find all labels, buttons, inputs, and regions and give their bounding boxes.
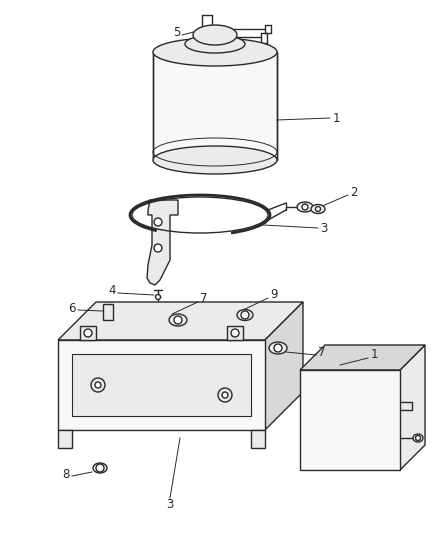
- Polygon shape: [103, 304, 113, 320]
- Circle shape: [274, 344, 282, 352]
- Circle shape: [155, 295, 160, 300]
- Text: 7: 7: [318, 346, 326, 359]
- Text: 6: 6: [68, 302, 76, 314]
- Circle shape: [241, 311, 249, 319]
- Circle shape: [154, 244, 162, 252]
- Circle shape: [218, 388, 232, 402]
- Ellipse shape: [153, 38, 277, 66]
- Circle shape: [231, 329, 239, 337]
- Text: 9: 9: [270, 288, 278, 302]
- Polygon shape: [300, 345, 425, 370]
- Circle shape: [96, 464, 104, 472]
- Polygon shape: [300, 370, 400, 470]
- Ellipse shape: [185, 35, 245, 53]
- Circle shape: [154, 218, 162, 226]
- Circle shape: [91, 378, 105, 392]
- Ellipse shape: [297, 202, 313, 212]
- Ellipse shape: [169, 314, 187, 326]
- Text: 1: 1: [332, 111, 340, 125]
- Polygon shape: [80, 326, 96, 340]
- Polygon shape: [58, 430, 72, 448]
- Ellipse shape: [311, 205, 325, 214]
- Polygon shape: [227, 326, 243, 340]
- Text: 7: 7: [200, 293, 208, 305]
- Text: 5: 5: [173, 26, 181, 38]
- Circle shape: [315, 206, 321, 212]
- Polygon shape: [58, 340, 265, 430]
- Text: 2: 2: [350, 187, 358, 199]
- Circle shape: [84, 329, 92, 337]
- Ellipse shape: [193, 25, 237, 45]
- Polygon shape: [153, 52, 277, 160]
- Polygon shape: [251, 430, 265, 448]
- Circle shape: [95, 382, 101, 388]
- Text: 3: 3: [320, 222, 328, 235]
- Polygon shape: [147, 200, 178, 285]
- Circle shape: [302, 204, 308, 210]
- Ellipse shape: [413, 434, 423, 442]
- Text: 3: 3: [166, 498, 174, 512]
- Ellipse shape: [237, 310, 253, 320]
- Text: 1: 1: [370, 349, 378, 361]
- Circle shape: [174, 316, 182, 324]
- Polygon shape: [72, 354, 251, 416]
- Text: 4: 4: [108, 285, 116, 297]
- Polygon shape: [400, 345, 425, 470]
- Text: 8: 8: [62, 467, 70, 481]
- Polygon shape: [265, 302, 303, 430]
- Circle shape: [416, 435, 420, 440]
- Polygon shape: [58, 302, 303, 340]
- Ellipse shape: [269, 342, 287, 354]
- Circle shape: [222, 392, 228, 398]
- Ellipse shape: [153, 146, 277, 174]
- Ellipse shape: [93, 463, 107, 473]
